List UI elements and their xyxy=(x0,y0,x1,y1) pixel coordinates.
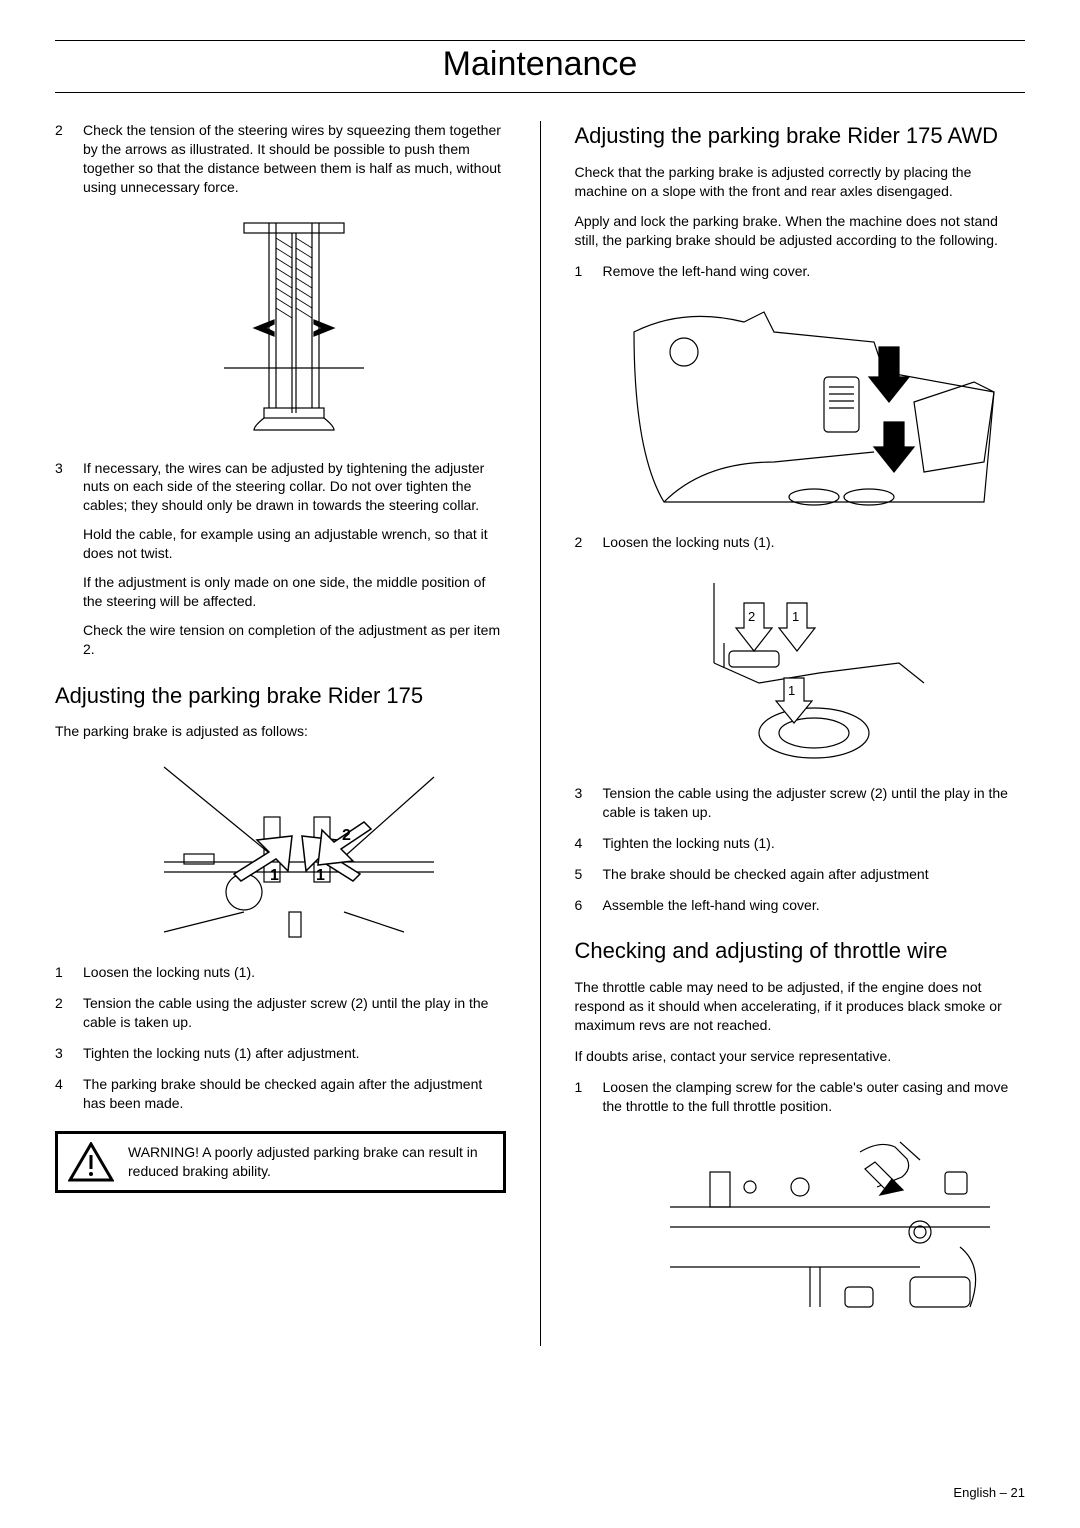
page-footer: English – 21 xyxy=(953,1485,1025,1500)
list-number: 4 xyxy=(55,1075,69,1113)
list-text: The parking brake should be checked agai… xyxy=(83,1075,506,1113)
list-number: 3 xyxy=(575,784,589,822)
list-item: 4 Tighten the locking nuts (1). xyxy=(575,834,1026,853)
list-text: The brake should be checked again after … xyxy=(603,865,1026,884)
list-text: Check the tension of the steering wires … xyxy=(83,121,506,197)
svg-text:2: 2 xyxy=(342,827,351,844)
section-heading-throttle: Checking and adjusting of throttle wire xyxy=(575,936,1026,966)
list-text: Loosen the locking nuts (1). xyxy=(603,533,1026,552)
list-text: Loosen the locking nuts (1). xyxy=(83,963,506,982)
list-item: 6 Assemble the left-hand wing cover. xyxy=(575,896,1026,915)
warning-box: WARNING! A poorly adjusted parking brake… xyxy=(55,1131,506,1193)
list-text: Tension the cable using the adjuster scr… xyxy=(83,994,506,1032)
list-number: 6 xyxy=(575,896,589,915)
list-number: 3 xyxy=(55,1044,69,1063)
list-text: Tighten the locking nuts (1). xyxy=(603,834,1026,853)
warning-triangle-icon xyxy=(68,1142,114,1182)
paragraph: Check that the parking brake is adjusted… xyxy=(575,163,1026,201)
paragraph: Apply and lock the parking brake. When t… xyxy=(575,212,1026,250)
section-heading-rider-175-awd: Adjusting the parking brake Rider 175 AW… xyxy=(575,121,1026,151)
right-column: Adjusting the parking brake Rider 175 AW… xyxy=(575,121,1026,1346)
footer-language: English xyxy=(953,1485,996,1500)
paragraph: If doubts arise, contact your service re… xyxy=(575,1047,1026,1066)
paragraph: If necessary, the wires can be adjusted … xyxy=(83,459,506,516)
svg-text:1: 1 xyxy=(788,683,795,698)
section-intro: The parking brake is adjusted as follows… xyxy=(55,722,506,741)
paragraph: If the adjustment is only made on one si… xyxy=(83,573,506,611)
throttle-diagram xyxy=(635,1128,1026,1346)
svg-text:1: 1 xyxy=(792,609,799,624)
svg-text:2: 2 xyxy=(748,609,755,624)
wing-cover-diagram xyxy=(603,293,1026,521)
footer-separator: – xyxy=(996,1485,1010,1500)
list-item: 2 Loosen the locking nuts (1). xyxy=(575,533,1026,552)
list-number: 2 xyxy=(575,533,589,552)
svg-text:1: 1 xyxy=(270,867,279,884)
warning-text: WARNING! A poorly adjusted parking brake… xyxy=(128,1143,493,1181)
paragraph: Check the wire tension on completion of … xyxy=(83,621,506,659)
list-item: 1 Loosen the locking nuts (1). xyxy=(55,963,506,982)
list-number: 1 xyxy=(575,262,589,281)
column-separator xyxy=(540,121,541,1346)
list-text: Loosen the clamping screw for the cable'… xyxy=(603,1078,1026,1116)
section-heading-rider-175: Adjusting the parking brake Rider 175 xyxy=(55,681,506,711)
list-item: 3 Tension the cable using the adjuster s… xyxy=(575,784,1026,822)
list-text: Tension the cable using the adjuster scr… xyxy=(603,784,1026,822)
left-column: 2 Check the tension of the steering wire… xyxy=(55,121,506,1346)
list-number: 2 xyxy=(55,994,69,1032)
locking-nuts-diagram: 2 1 1 xyxy=(603,564,1026,772)
list-item: 3 Tighten the locking nuts (1) after adj… xyxy=(55,1044,506,1063)
list-item: 1 Remove the left-hand wing cover. xyxy=(575,262,1026,281)
list-text: Tighten the locking nuts (1) after adjus… xyxy=(83,1044,506,1063)
list-item: 4 The parking brake should be checked ag… xyxy=(55,1075,506,1113)
list-number: 1 xyxy=(55,963,69,982)
paragraph: Hold the cable, for example using an adj… xyxy=(83,525,506,563)
list-text: Remove the left-hand wing cover. xyxy=(603,262,1026,281)
footer-page-number: 21 xyxy=(1011,1485,1025,1500)
content-columns: 2 Check the tension of the steering wire… xyxy=(55,121,1025,1346)
left-item-3: 3 If necessary, the wires can be adjuste… xyxy=(55,459,506,659)
list-item: 5 The brake should be checked again afte… xyxy=(575,865,1026,884)
page-title: Maintenance xyxy=(55,41,1025,92)
list-item: 1 Loosen the clamping screw for the cabl… xyxy=(575,1078,1026,1116)
list-number: 2 xyxy=(55,121,69,197)
list-item: 2 Tension the cable using the adjuster s… xyxy=(55,994,506,1032)
list-number: 4 xyxy=(575,834,589,853)
paragraph: The throttle cable may need to be adjust… xyxy=(575,978,1026,1035)
svg-text:1: 1 xyxy=(316,867,325,884)
list-number: 3 xyxy=(55,459,69,659)
steering-wires-diagram xyxy=(83,209,506,447)
parking-brake-diagram: 1 1 2 xyxy=(83,753,506,951)
list-text: Assemble the left-hand wing cover. xyxy=(603,896,1026,915)
list-text: If necessary, the wires can be adjusted … xyxy=(83,459,506,659)
left-item-2: 2 Check the tension of the steering wire… xyxy=(55,121,506,197)
list-number: 1 xyxy=(575,1078,589,1116)
page-title-block: Maintenance xyxy=(55,40,1025,93)
list-number: 5 xyxy=(575,865,589,884)
